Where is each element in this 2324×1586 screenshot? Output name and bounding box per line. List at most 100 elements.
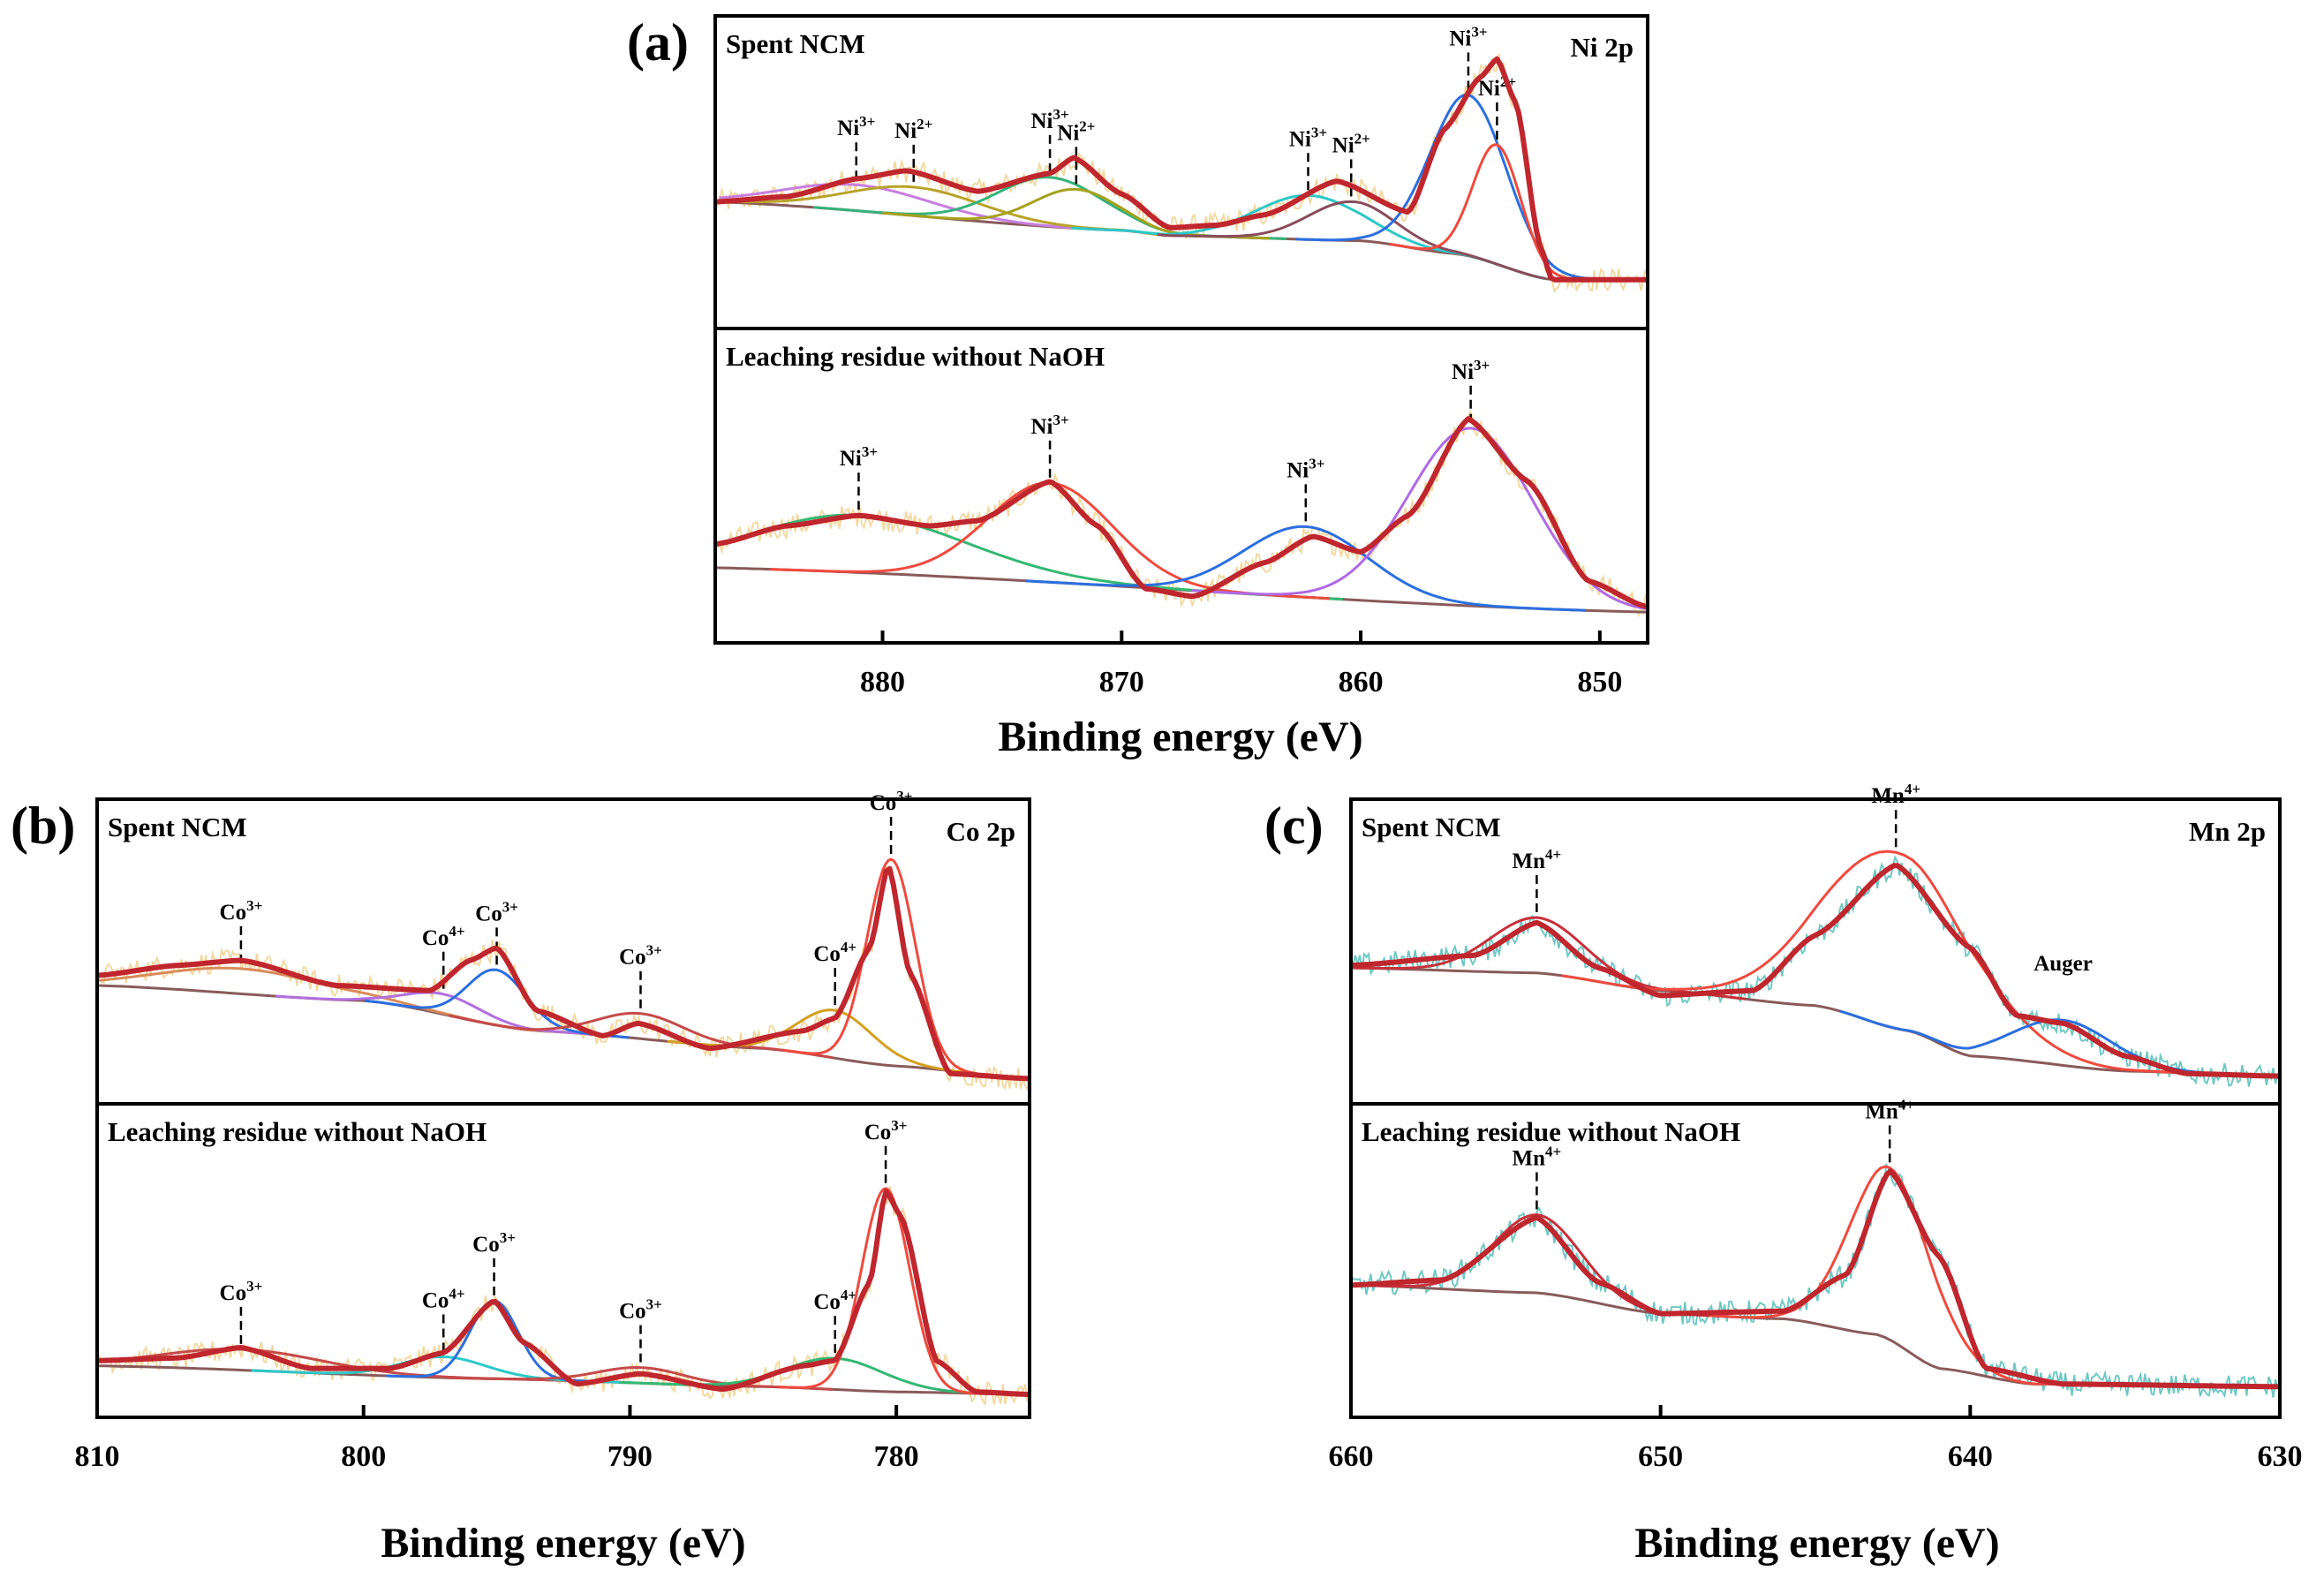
component-peak	[365, 968, 630, 1039]
x-tick-label: 800	[341, 1440, 386, 1473]
peak-label: Co3+	[220, 897, 263, 925]
component-peak	[1354, 916, 1747, 1001]
peak-label-base: Co	[220, 1281, 247, 1305]
component-peak	[1157, 200, 1545, 280]
peak-label-sup: 3+	[1053, 106, 1068, 123]
panel-label: (c)	[1264, 797, 1324, 855]
peak-label-base: Ni	[1286, 458, 1309, 482]
subplot-1: Ni3+Ni3+Ni3+Ni3+Leaching residue without…	[713, 327, 1649, 645]
x-tick-label: 790	[607, 1440, 653, 1473]
component-peak	[725, 513, 1343, 601]
sample-label: Spent NCM	[726, 28, 865, 59]
peak-label-base: Mn	[1513, 1147, 1546, 1171]
peak-label-base: Ni	[1030, 415, 1053, 439]
component-peak	[882, 187, 1271, 240]
element-label: Ni 2p	[1571, 32, 1634, 63]
x-axis-title: Binding energy (eV)	[1634, 1520, 1999, 1567]
peak-label: Mn4+	[1513, 1144, 1562, 1171]
component-peak	[1351, 1212, 1732, 1318]
peak-label-base: Ni	[1449, 27, 1471, 51]
component-peak	[782, 857, 1000, 1078]
peak-label-sup: 4+	[841, 939, 856, 955]
peak-label-base: Ni	[840, 447, 862, 471]
component-peak	[275, 991, 612, 1038]
peak-label-base: Co	[422, 926, 449, 950]
envelope-line	[714, 416, 1649, 610]
peak-label: Co3+	[475, 898, 518, 925]
peak-label-sup: 4+	[1545, 1144, 1561, 1160]
peak-label-base: Mn	[1513, 850, 1546, 873]
sample-label: Spent NCM	[108, 812, 247, 842]
x-tick-label: 660	[1329, 1440, 1374, 1473]
peak-label: Ni2+	[894, 116, 932, 143]
peak-label-sup: 3+	[862, 443, 878, 460]
peak-label-sup: 3+	[500, 1229, 516, 1246]
x-tick-label: 650	[1638, 1440, 1683, 1473]
peak-label-base: Ni	[837, 117, 859, 140]
peak-label: Co4+	[422, 923, 465, 950]
peak-label-base: Co	[619, 1300, 646, 1324]
peak-label-base: Ni	[1478, 77, 1500, 101]
peak-label-sup: 3+	[896, 788, 912, 804]
component-peak	[1708, 1165, 2071, 1386]
peak-label-sup: 4+	[841, 1287, 856, 1303]
peak-label: Ni3+	[1286, 455, 1324, 482]
element-label: Mn 2p	[2189, 816, 2266, 847]
peak-label: Co3+	[220, 1278, 263, 1305]
peak-label-sup: 2+	[917, 116, 932, 132]
component-peak	[1561, 850, 2230, 1076]
subplot-frame	[713, 327, 1649, 645]
peak-label-base: Ni	[1030, 110, 1053, 133]
x-tick-label: 860	[1339, 666, 1384, 699]
peak-label-sup: 3+	[502, 898, 518, 915]
peak-label-base: Co	[870, 791, 897, 815]
subplot-frame	[1349, 1102, 2282, 1419]
peak-label-sup: 2+	[1354, 130, 1370, 147]
peak-label: Co4+	[422, 1285, 465, 1312]
x-axis-title: Binding energy (eV)	[998, 714, 1362, 760]
subplot-1: Mn4+Mn4+Leaching residue without NaOH	[1349, 1096, 2282, 1419]
sample-label: Leaching residue without NaOH	[726, 341, 1105, 372]
envelope-line	[1350, 863, 2281, 1079]
peak-label-sup: 3+	[646, 1296, 662, 1313]
peak-label: Co3+	[864, 1117, 908, 1144]
peak-label: Ni3+	[1030, 412, 1068, 439]
peak-label: Co3+	[472, 1229, 516, 1257]
peak-label-base: Ni	[1332, 133, 1354, 157]
subplot-0: Co3+Co4+Co3+Co3+ Co4+Co3+Spent NCM	[95, 788, 1031, 1106]
peak-label: Mn4+	[1513, 846, 1562, 873]
component-peak	[449, 1365, 833, 1391]
peak-label-sup: 3+	[646, 942, 662, 959]
peak-label-sup: 4+	[449, 923, 464, 940]
peak-label-base: Ni	[894, 119, 917, 143]
subplot-frame	[95, 797, 1031, 1106]
peak-label-sup: 4+	[1905, 781, 1920, 797]
envelope-line	[96, 1189, 1030, 1398]
envelope-line	[96, 865, 1030, 1082]
peak-label-sup: 3+	[891, 1117, 907, 1134]
x-axis-title: Binding energy (eV)	[381, 1520, 745, 1567]
peak-label-base: Co	[813, 942, 841, 966]
element-label: Co 2p	[947, 816, 1015, 847]
peak-label-base: Ni	[1057, 121, 1079, 145]
panel-0: (a)Ni3+ Ni2+ Ni3+Ni2+Ni3+Ni2+Ni3+Ni2+Spent…	[627, 13, 1649, 760]
peak-label-sup: 3+	[1474, 357, 1490, 374]
peak-label: Co3+	[870, 788, 913, 815]
peak-label-base: Co	[619, 946, 646, 970]
peak-label: Mn4+	[1871, 781, 1920, 808]
component-peak	[448, 1011, 833, 1060]
component-peak	[1190, 427, 1646, 610]
peak-label: Co4+	[813, 1287, 856, 1314]
component-peak	[777, 1187, 994, 1395]
panel-label: (a)	[627, 13, 689, 72]
peak-label-base: Co	[864, 1121, 892, 1144]
x-tick-label: 780	[874, 1440, 919, 1473]
peak-label: Ni3+	[1030, 106, 1068, 133]
component-peak	[96, 966, 601, 1037]
peak-label-sup: 2+	[1079, 117, 1095, 134]
peak-label: Ni3+	[1289, 124, 1327, 151]
sample-label: Leaching residue without NaOH	[1362, 1116, 1740, 1147]
peak-label-sup: 3+	[859, 113, 875, 130]
